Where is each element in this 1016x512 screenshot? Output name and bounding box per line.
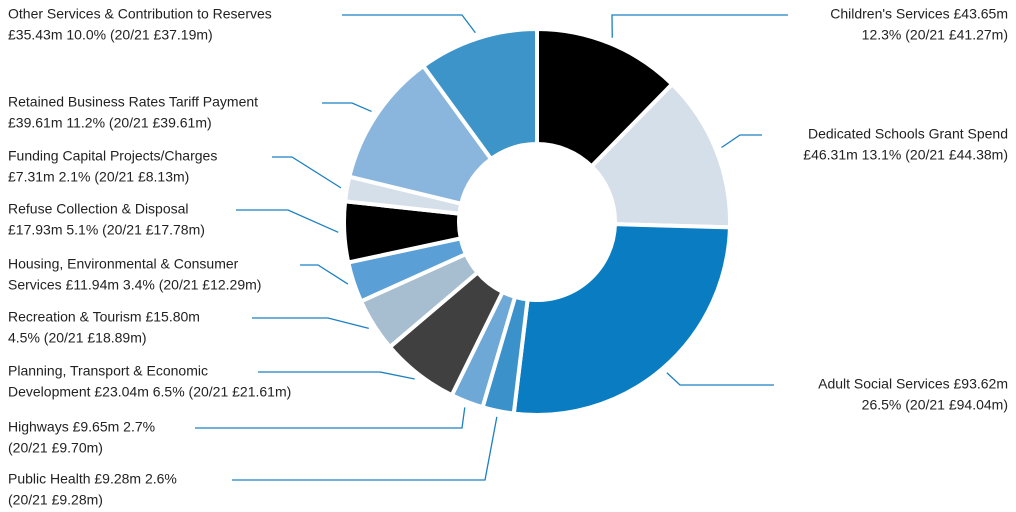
slice-label: £7.31m 2.1% (20/21 £8.13m) xyxy=(8,169,189,185)
slice-label: £46.31m 13.1% (20/21 £44.38m) xyxy=(803,147,1008,163)
leader-line xyxy=(236,209,339,233)
slice-label: £35.43m 10.0% (20/21 £37.19m) xyxy=(8,27,213,43)
leader-line xyxy=(272,156,342,189)
leader-line xyxy=(258,371,415,380)
slice-label: Recreation & Tourism £15.80m xyxy=(8,309,200,325)
slice-label: (20/21 £9.70m) xyxy=(8,440,103,456)
slice-label: Highways £9.65m 2.7% xyxy=(8,419,155,435)
donut-slice xyxy=(588,81,732,230)
leader-line xyxy=(300,264,349,285)
slice-label: Refuse Collection & Disposal xyxy=(8,201,189,217)
slice-label: 26.5% (20/21 £94.04m) xyxy=(862,397,1008,413)
leader-line xyxy=(252,317,369,329)
slice-label: £39.61m 11.2% (20/21 £39.61m) xyxy=(8,115,212,131)
slice-label: Children's Services £43.65m xyxy=(830,6,1008,22)
donut-slice xyxy=(511,222,732,417)
slice-label: 12.3% (20/21 £41.27m) xyxy=(862,27,1008,43)
slice-label: 4.5% (20/21 £18.89m) xyxy=(8,330,147,346)
slice-label: Public Health £9.28m 2.6% xyxy=(8,471,177,487)
slice-label: (20/21 £9.28m) xyxy=(8,492,103,508)
leader-line xyxy=(721,134,762,149)
leader-line xyxy=(666,372,774,386)
slice-label: Other Services & Contribution to Reserve… xyxy=(8,6,272,22)
slice-label: Housing, Environmental & Consumer xyxy=(8,256,239,272)
slice-label: £17.93m 5.1% (20/21 £17.78m) xyxy=(8,222,205,238)
leader-line xyxy=(232,416,498,481)
leader-line xyxy=(195,407,466,429)
slice-label: Planning, Transport & Economic xyxy=(8,363,208,379)
slice-label: Dedicated Schools Grant Spend xyxy=(808,126,1008,142)
leader-line xyxy=(322,102,372,113)
slice-label: Development £23.04m 6.5% (20/21 £21.61m) xyxy=(8,384,291,400)
leader-line xyxy=(342,14,476,34)
slice-label: Adult Social Services £93.62m xyxy=(818,376,1008,392)
slice-label: Retained Business Rates Tariff Payment xyxy=(8,94,258,110)
leader-line xyxy=(611,14,788,38)
slice-label: Funding Capital Projects/Charges xyxy=(8,148,217,164)
slice-label: Services £11.94m 3.4% (20/21 £12.29m) xyxy=(8,277,261,293)
donut-slice xyxy=(420,26,539,162)
